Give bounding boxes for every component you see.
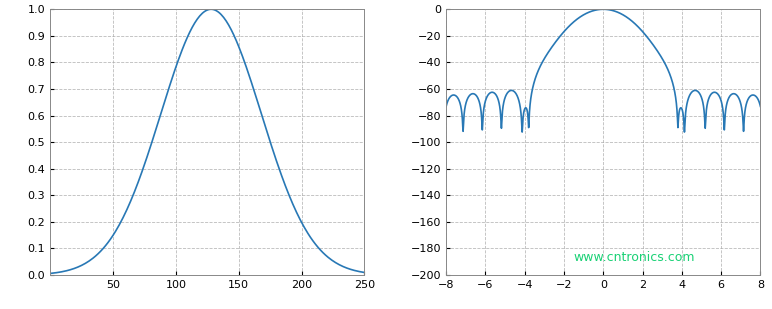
Text: www.cntronics.com: www.cntronics.com — [574, 252, 696, 265]
